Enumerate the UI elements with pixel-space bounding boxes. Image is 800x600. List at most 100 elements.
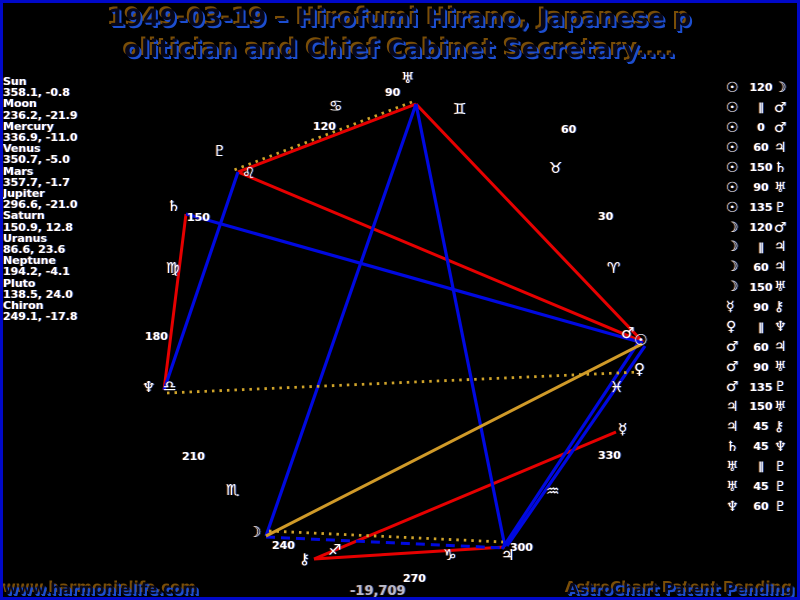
aspect-planet1-glyph: ♃ [726,418,739,435]
planet-value: 357.7, -1.7 [3,175,70,189]
planet-glyph-moon: ☽ [248,523,262,541]
aspect-value: 150 [749,280,773,294]
planet-glyph-neptune: ♆ [142,378,156,396]
planet-value: 138.5, 24.0 [3,287,73,301]
degree-label: 90 [385,86,401,99]
planet-glyph-mercury: ☿ [618,420,628,438]
degree-label: 270 [403,572,426,585]
chart-title-line-1: 1949-03-19 – Hirofumi Hirano, Japanese p [108,4,692,32]
aspect-value: 135 [749,201,773,215]
zodiac-glyph-aries: ♈ [607,259,621,277]
aspect-planet2-glyph: ♆ [774,319,787,336]
footer-website: www.harmonielife.com [4,580,198,598]
aspect-planet2-glyph: ♅ [774,359,787,376]
aspect-line [313,545,506,561]
aspect-row: ☿ 90 ⚷ [726,297,798,317]
planet-glyph-saturn: ♄ [167,197,181,215]
aspect-row: ☽ 60 ♃ [726,257,798,277]
aspect-value: 60 [753,141,769,155]
aspect-planet2-glyph: ♃ [774,239,787,256]
zodiac-glyph-scorpio: ♏ [226,481,240,499]
aspect-row: ☽ 150 ♅ [726,277,798,297]
degree-label: 300 [510,541,533,554]
zodiac-glyph-aquarius: ♒ [546,482,560,500]
planet-name: Pluto [3,276,36,290]
aspect-planet1-glyph: ☉ [726,199,739,216]
zodiac-glyph-pisces: ♓ [610,378,624,396]
aspect-planet2-glyph: ⚷ [774,418,785,435]
aspect-value: 120 [749,221,773,235]
aspect-value: 45 [753,420,769,434]
planet-value: 249.1, -17.8 [3,310,78,324]
aspect-value: ∥ [758,320,764,334]
aspect-row: ♂ 60 ♃ [726,337,798,357]
planet-name: Chiron [3,299,44,313]
aspect-row: ☉ 135 ♇ [726,198,798,218]
zodiac-glyph-cancer: ♋ [329,97,343,115]
aspect-row: ☉ 150 ♄ [726,158,798,178]
aspect-row: ☽ ∥ ♃ [726,238,798,258]
aspect-planet1-glyph: ☉ [726,99,739,116]
aspect-planet1-glyph: ☿ [726,299,735,316]
aspect-planet2-glyph: ♆ [774,438,787,455]
aspect-planet2-glyph: ♇ [774,458,787,475]
planet-value: 236.2, -21.9 [3,108,78,122]
degree-label: 30 [598,210,614,223]
aspect-value: 90 [753,181,769,195]
aspect-row: ♂ 135 ♇ [726,377,798,397]
aspect-value: 60 [753,260,769,274]
aspect-line [237,170,644,344]
aspect-planet1-glyph: ♂ [726,379,739,396]
zodiac-glyph-gemini: ♊ [453,100,467,118]
aspect-row: ♀ ∥ ♆ [726,317,798,337]
zodiac-glyph-leo: ♌ [242,164,256,182]
aspect-value: 45 [753,480,769,494]
aspect-planet2-glyph: ♅ [774,279,787,296]
planet-glyph-jupiter: ♃ [501,546,515,564]
aspect-line [268,529,504,544]
aspect-row: ☉ 90 ♅ [726,178,798,198]
aspect-planet2-glyph: ♃ [774,139,787,156]
zodiac-glyph-capricorn: ♑ [443,546,457,564]
aspect-row: ☉ 120 ☽ [726,78,798,98]
aspect-line [264,103,418,537]
footer-patent-text: AstroChart Patent Pending [566,580,794,598]
aspect-planet1-glyph: ☽ [726,259,739,276]
aspect-value: 90 [753,360,769,374]
aspect-planet1-glyph: ☽ [726,219,739,236]
planet-name: Moon [3,97,37,111]
aspect-line [265,535,506,550]
planet-name: Mars [3,164,34,178]
aspect-planet2-glyph: ♂ [774,219,787,236]
planet-value: 358.1, -0.8 [3,86,70,100]
planet-value: 336.9, -11.0 [3,131,78,145]
degree-label: 210 [182,450,205,463]
aspect-planet1-glyph: ♅ [726,478,739,495]
zodiac-glyph-taurus: ♉ [549,159,563,177]
aspect-planet1-glyph: ♂ [726,359,739,376]
footer-center-value: -19,709 [350,584,406,599]
aspect-value: 0 [757,121,765,135]
aspect-row: ♅ 45 ♇ [726,477,798,497]
planet-name: Saturn [3,209,45,223]
aspect-planet2-glyph: ♇ [774,199,787,216]
planet-name: Uranus [3,231,47,245]
aspect-row: ♃ 45 ⚷ [726,417,798,437]
aspect-row: ☉ 0 ♂ [726,118,798,138]
aspect-value: 45 [753,440,769,454]
planet-name: Jupiter [3,187,45,201]
aspect-planet1-glyph: ☽ [726,279,739,296]
aspect-planet1-glyph: ☉ [726,119,739,136]
aspect-planet2-glyph: ♃ [774,339,787,356]
planet-glyph-chiron: ⚷ [299,550,310,568]
planet-glyph-mars: ♂ [621,324,635,342]
aspect-line [414,102,645,344]
planet-value: 350.7, -5.0 [3,153,70,167]
aspect-line [162,171,240,391]
aspect-planet2-glyph: ♄ [774,159,787,176]
aspect-row: ☽ 120 ♂ [726,218,798,238]
aspect-planet2-glyph: ☽ [774,79,787,96]
aspect-row: ♆ 60 ♇ [726,497,798,517]
aspect-planet1-glyph: ♄ [726,438,739,455]
